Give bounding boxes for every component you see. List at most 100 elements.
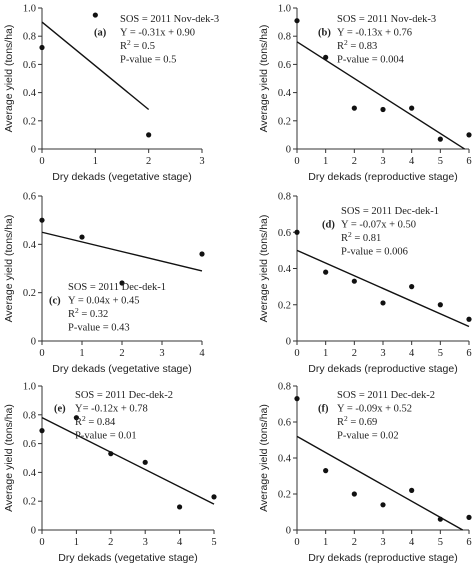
r-squared-annotation: R2 = 0.69 xyxy=(337,414,377,428)
r-squared-annotation: R2 = 0.83 xyxy=(337,38,377,52)
sos-annotation: SOS = 2011 Dec-dek-1 xyxy=(341,206,439,217)
y-tick-label: 0.2 xyxy=(23,497,36,508)
x-axis-label: Dry dekads (vegetative stage) xyxy=(52,363,191,375)
panel-letter: (a) xyxy=(94,28,107,39)
x-tick-label: 5 xyxy=(438,156,443,167)
data-point xyxy=(351,491,357,497)
y-tick-label: 0.8 xyxy=(278,192,291,203)
p-value-annotation: P-value = 0.5 xyxy=(120,55,176,66)
y-tick-label: 0 xyxy=(31,145,36,156)
x-tick-label: 0 xyxy=(39,537,44,548)
equation-annotation: Y = -0.07x + 0.50 xyxy=(341,220,416,231)
p-value-annotation: P-value = 0.02 xyxy=(337,431,399,442)
data-point xyxy=(437,136,443,142)
y-axis-label: Average yield (tons/ha) xyxy=(258,25,270,133)
equation-annotation: Y= -0.12x + 0.78 xyxy=(75,404,148,415)
data-point xyxy=(73,415,79,421)
y-tick-label: 0.4 xyxy=(278,88,292,99)
regression-line xyxy=(296,435,464,531)
y-tick-label: 0.2 xyxy=(278,490,291,501)
x-tick-label: 2 xyxy=(146,156,151,167)
data-point xyxy=(39,44,45,51)
p-value-annotation: P-value = 0.43 xyxy=(68,323,130,334)
y-tick-label: 1.0 xyxy=(23,4,36,15)
x-tick-label: 0 xyxy=(294,156,299,167)
data-point xyxy=(79,234,85,240)
y-tick-label: 0.8 xyxy=(23,32,36,43)
data-point xyxy=(437,302,443,308)
y-tick-label: 0.6 xyxy=(23,439,36,450)
data-point xyxy=(409,487,415,493)
y-tick-label: 0.4 xyxy=(23,468,37,479)
data-point xyxy=(351,105,357,111)
y-tick-label: 0.6 xyxy=(278,418,291,429)
data-point xyxy=(323,269,329,275)
x-tick-label: 5 xyxy=(438,348,443,359)
data-point xyxy=(294,396,300,402)
sos-annotation: SOS = 2011 Dec-dek-2 xyxy=(75,390,173,401)
regression-line xyxy=(41,21,150,111)
r-squared-annotation: R2 = 0.32 xyxy=(68,306,108,320)
y-tick-label: 0.8 xyxy=(278,32,291,43)
x-axis-label: Dry dekads (vegetative stage) xyxy=(52,171,191,183)
p-value-annotation: P-value = 0.004 xyxy=(337,55,405,66)
y-tick-label: 0.2 xyxy=(23,116,36,127)
equation-annotation: Y = -0.09x + 0.52 xyxy=(337,404,412,415)
y-tick-label: 0.2 xyxy=(23,288,36,299)
data-point xyxy=(142,459,148,465)
r-squared-annotation: R2 = 0.84 xyxy=(75,414,116,428)
equation-annotation: Y = 0.04x + 0.45 xyxy=(68,296,140,307)
x-tick-label: 4 xyxy=(409,348,415,359)
y-tick-label: 1.0 xyxy=(23,382,36,393)
panel-b: 0 0.2 0.4 0.6 0.8 1.0 0 1 2 3 4 5 6 Dry dekads (repro… xyxy=(258,4,472,184)
x-tick-label: 1 xyxy=(323,537,328,548)
x-tick-label: 0 xyxy=(294,348,299,359)
x-tick-label: 3 xyxy=(159,348,164,359)
y-tick-label: 0.4 xyxy=(278,454,292,465)
data-point xyxy=(380,502,386,508)
y-tick-label: 0.6 xyxy=(23,192,36,203)
y-tick-label: 0.2 xyxy=(278,116,291,127)
y-axis-label: Average yield (tons/ha) xyxy=(258,215,270,323)
x-tick-label: 1 xyxy=(323,156,328,167)
r-squared-annotation: R2 = 0.81 xyxy=(341,230,381,244)
sos-annotation: SOS = 2011 Nov-dek-3 xyxy=(337,14,436,25)
y-axis-label: Average yield (tons/ha) xyxy=(258,404,270,512)
y-tick-label: 0 xyxy=(31,526,36,537)
y-axis-label: Average yield (tons/ha) xyxy=(3,404,15,512)
x-tick-label: 5 xyxy=(438,537,443,548)
panel-letter: (e) xyxy=(54,404,66,415)
y-tick-label: 0.4 xyxy=(23,88,37,99)
x-tick-label: 4 xyxy=(199,348,205,359)
data-point xyxy=(437,516,443,522)
data-point xyxy=(108,451,114,457)
panel-d: 0 0.2 0.4 0.6 0.8 0 1 2 3 4 5 6 Dry dekads (reproduc… xyxy=(258,192,472,376)
data-point xyxy=(466,132,472,138)
data-point xyxy=(39,428,45,434)
y-tick-label: 0 xyxy=(286,337,291,348)
regression-line xyxy=(41,231,203,272)
x-tick-label: 3 xyxy=(380,537,385,548)
y-tick-label: 0 xyxy=(286,145,291,156)
r-squared-annotation: R2 = 0.5 xyxy=(120,38,155,52)
data-point xyxy=(177,504,183,510)
y-tick-label: 0.8 xyxy=(23,410,36,421)
x-tick-label: 1 xyxy=(323,348,328,359)
data-point xyxy=(466,514,472,521)
x-tick-label: 0 xyxy=(39,348,44,359)
data-point xyxy=(409,105,415,111)
panel-letter: (b) xyxy=(318,28,331,39)
panel-letter: (f) xyxy=(318,404,329,415)
y-tick-label: 0.6 xyxy=(278,228,291,239)
y-tick-label: 0.6 xyxy=(23,60,36,71)
x-tick-label: 3 xyxy=(199,156,204,167)
panel-f: 0 0.2 0.4 0.6 0.8 0 1 2 3 4 5 6 Dry dekads (reproduc… xyxy=(258,382,472,565)
x-tick-label: 2 xyxy=(108,537,113,548)
x-tick-label: 0 xyxy=(294,537,299,548)
y-tick-label: 0.6 xyxy=(278,60,291,71)
x-axis-label: Dry dekads (reproductive stage) xyxy=(308,552,457,564)
data-point xyxy=(294,229,300,235)
data-point xyxy=(92,12,98,18)
x-tick-label: 3 xyxy=(380,156,385,167)
x-tick-label: 3 xyxy=(380,348,385,359)
